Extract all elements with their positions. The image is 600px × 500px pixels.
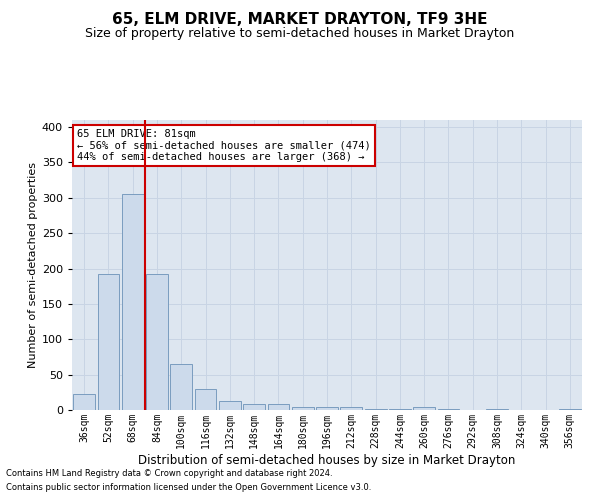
Text: Contains HM Land Registry data © Crown copyright and database right 2024.: Contains HM Land Registry data © Crown c… <box>6 468 332 477</box>
X-axis label: Distribution of semi-detached houses by size in Market Drayton: Distribution of semi-detached houses by … <box>139 454 515 466</box>
Bar <box>170 364 192 410</box>
Bar <box>316 407 338 410</box>
Text: Contains public sector information licensed under the Open Government Licence v3: Contains public sector information licen… <box>6 484 371 492</box>
Bar <box>268 404 289 410</box>
Bar <box>365 408 386 410</box>
Bar <box>146 274 168 410</box>
Bar <box>292 407 314 410</box>
Y-axis label: Number of semi-detached properties: Number of semi-detached properties <box>28 162 38 368</box>
Text: Size of property relative to semi-detached houses in Market Drayton: Size of property relative to semi-detach… <box>85 28 515 40</box>
Bar <box>194 389 217 410</box>
Bar <box>389 408 411 410</box>
Bar <box>340 407 362 410</box>
Bar <box>122 194 143 410</box>
Bar <box>559 408 581 410</box>
Text: 65 ELM DRIVE: 81sqm
← 56% of semi-detached houses are smaller (474)
44% of semi-: 65 ELM DRIVE: 81sqm ← 56% of semi-detach… <box>77 128 371 162</box>
Bar <box>97 274 119 410</box>
Bar <box>243 404 265 410</box>
Text: 65, ELM DRIVE, MARKET DRAYTON, TF9 3HE: 65, ELM DRIVE, MARKET DRAYTON, TF9 3HE <box>112 12 488 28</box>
Bar <box>219 401 241 410</box>
Bar <box>73 394 95 410</box>
Bar <box>413 407 435 410</box>
